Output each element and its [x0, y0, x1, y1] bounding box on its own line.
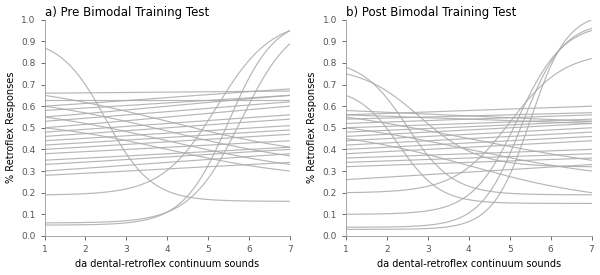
Text: b) Post Bimodal Training Test: b) Post Bimodal Training Test	[346, 6, 516, 18]
Text: a) Pre Bimodal Training Test: a) Pre Bimodal Training Test	[44, 6, 209, 18]
X-axis label: da dental-retroflex continuum sounds: da dental-retroflex continuum sounds	[75, 259, 259, 270]
Y-axis label: % Retroflex Responses: % Retroflex Responses	[307, 72, 317, 183]
Y-axis label: % Retroflex Responses: % Retroflex Responses	[5, 72, 16, 183]
X-axis label: da dental-retroflex continuum sounds: da dental-retroflex continuum sounds	[377, 259, 561, 270]
